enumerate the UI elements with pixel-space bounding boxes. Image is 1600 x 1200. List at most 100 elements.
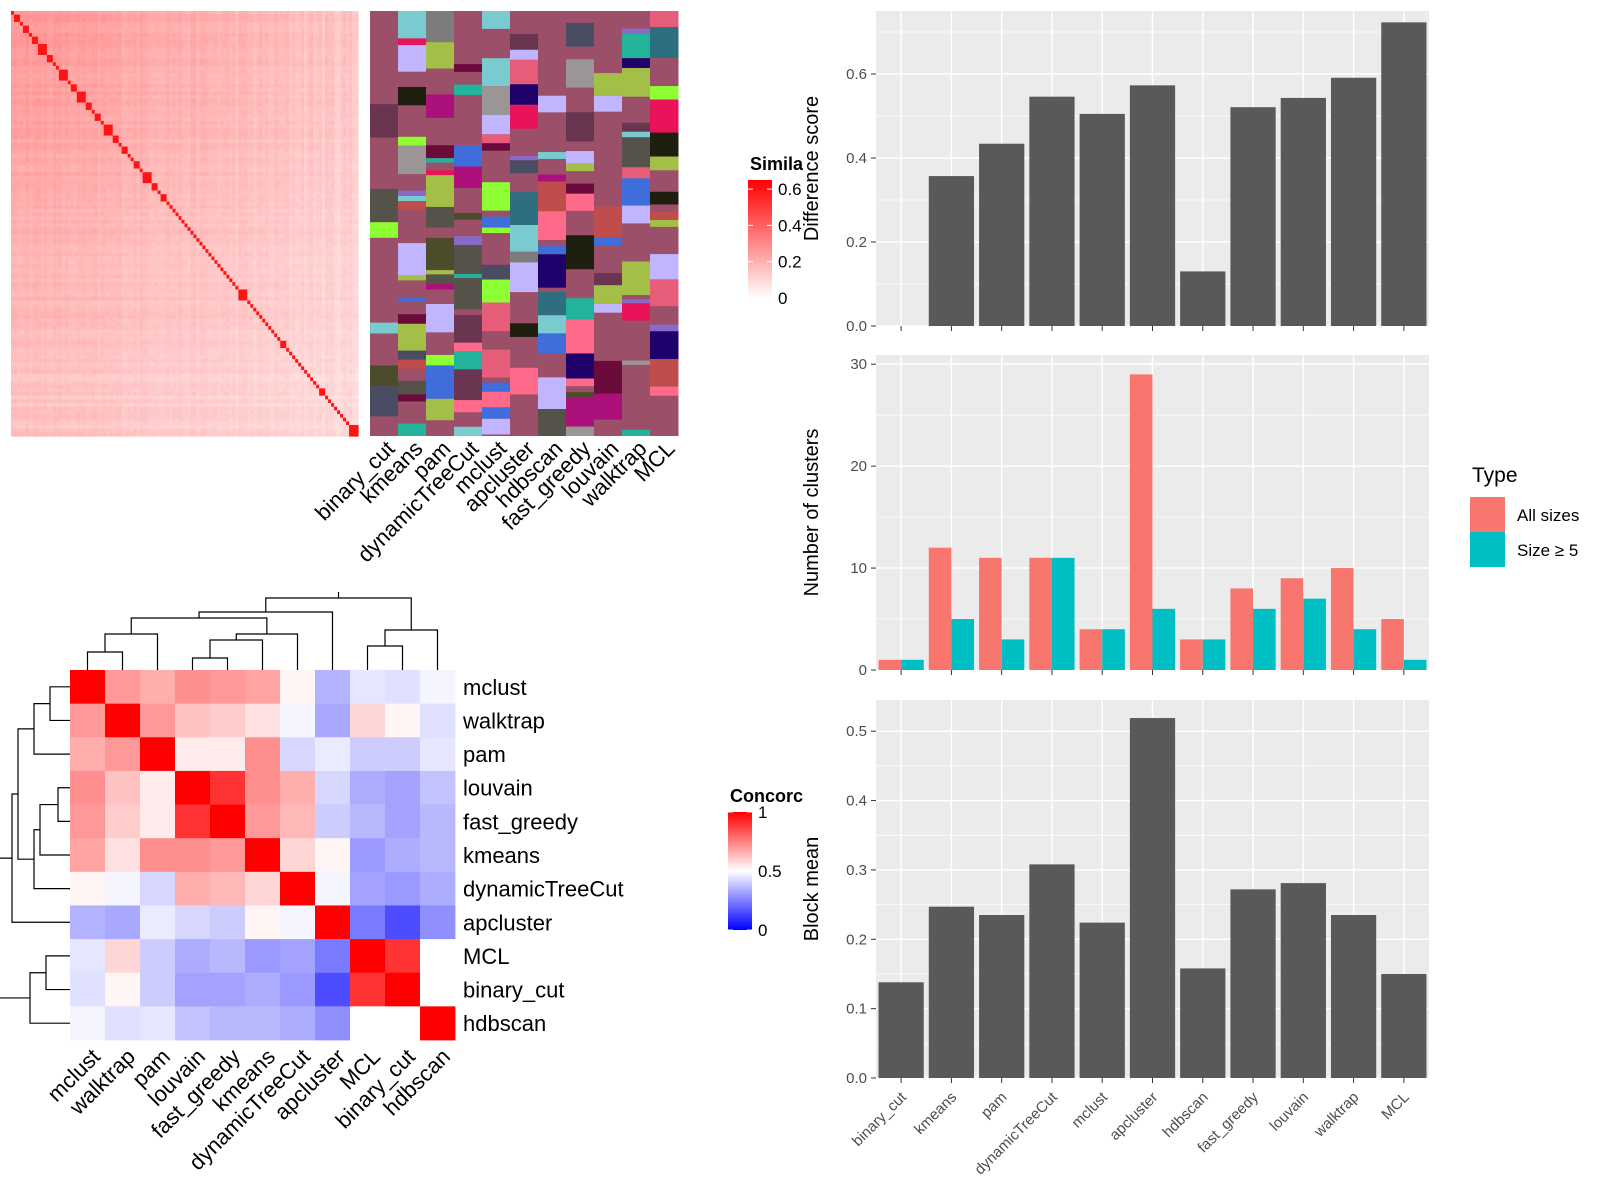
- similarity-cell: [238, 47, 242, 52]
- similarity-cell: [277, 65, 281, 71]
- similarity-cell: [259, 43, 263, 49]
- similarity-cell: [268, 91, 272, 96]
- similarity-cell: [28, 80, 33, 85]
- similarity-cell: [43, 32, 48, 38]
- similarity-cell: [346, 62, 350, 67]
- similarity-cell: [49, 73, 54, 78]
- similarity-cell: [325, 32, 329, 38]
- similarity-cell: [253, 91, 257, 96]
- similarity-cell: [124, 32, 129, 38]
- similarity-cell: [307, 102, 311, 107]
- similarity-cell: [319, 80, 323, 85]
- similarity-cell: [31, 62, 36, 67]
- similarity-cell: [163, 87, 168, 93]
- similarity-cell: [244, 25, 248, 30]
- similarity-cell: [67, 11, 72, 16]
- similarity-cell: [244, 54, 248, 60]
- similarity-cell: [67, 102, 72, 107]
- similarity-cell: [127, 87, 132, 93]
- similarity-cell: [256, 98, 260, 104]
- similarity-cell: [190, 65, 195, 71]
- similarity-cell: [199, 76, 204, 82]
- similarity-cell: [94, 84, 99, 89]
- similarity-cell: [295, 43, 299, 49]
- similarity-cell: [121, 58, 126, 63]
- similarity-cell: [124, 36, 129, 41]
- similarity-cell: [181, 87, 186, 93]
- similarity-cell: [289, 62, 293, 67]
- similarity-cell: [244, 91, 248, 96]
- similarity-cell: [79, 21, 84, 27]
- similarity-cell: [40, 69, 45, 74]
- similarity-cell: [169, 84, 174, 89]
- similarity-cell: [241, 95, 245, 100]
- similarity-cell: [241, 84, 245, 89]
- similarity-cell: [274, 98, 278, 104]
- similarity-cell: [46, 95, 51, 100]
- similarity-cell: [37, 51, 42, 56]
- similarity-cell: [268, 95, 272, 100]
- similarity-cell: [211, 84, 216, 89]
- similarity-cell: [184, 40, 189, 45]
- similarity-cell: [100, 102, 105, 107]
- similarity-cell: [172, 87, 177, 93]
- similarity-cell: [199, 58, 204, 63]
- similarity-cell: [133, 91, 138, 96]
- similarity-cell: [142, 84, 147, 89]
- similarity-cell: [19, 11, 24, 16]
- similarity-cell: [13, 98, 18, 104]
- similarity-cell: [13, 76, 18, 82]
- similarity-cell: [169, 102, 174, 107]
- similarity-cell: [244, 98, 248, 104]
- similarity-cell: [91, 58, 96, 63]
- similarity-cell: [247, 98, 251, 104]
- similarity-cell: [250, 54, 254, 60]
- similarity-cell: [145, 80, 150, 85]
- similarity-cell: [319, 40, 323, 45]
- similarity-cell: [79, 18, 84, 23]
- similarity-cell: [346, 73, 350, 78]
- similarity-cell: [121, 69, 126, 74]
- similarity-cell: [346, 29, 350, 34]
- similarity-cell: [145, 84, 150, 89]
- similarity-cell: [184, 87, 189, 93]
- similarity-cell: [106, 106, 111, 111]
- similarity-cell: [226, 84, 230, 89]
- similarity-cell: [97, 65, 102, 71]
- similarity-cell: [277, 91, 281, 96]
- similarity-cell: [262, 73, 266, 78]
- similarity-cell: [193, 73, 198, 78]
- similarity-cell: [286, 76, 290, 82]
- similarity-cell: [232, 87, 236, 93]
- similarity-cell: [262, 65, 266, 71]
- similarity-cell: [346, 102, 350, 107]
- similarity-cell: [181, 84, 186, 89]
- similarity-cell: [286, 29, 290, 34]
- similarity-cell: [199, 32, 204, 38]
- similarity-cell: [11, 69, 15, 74]
- similarity-cell: [184, 36, 189, 41]
- similarity-cell: [19, 58, 24, 63]
- similarity-cell: [256, 51, 260, 56]
- similarity-cell: [214, 73, 218, 78]
- similarity-cell: [286, 58, 290, 63]
- similarity-cell: [178, 14, 183, 19]
- similarity-cell: [106, 11, 111, 16]
- similarity-cell: [73, 80, 78, 85]
- similarity-cell: [73, 95, 78, 100]
- similarity-cell: [145, 29, 150, 34]
- similarity-cell: [118, 76, 123, 82]
- similarity-cell: [133, 58, 138, 63]
- similarity-cell: [43, 73, 48, 78]
- similarity-cell: [325, 69, 329, 74]
- similarity-cell: [103, 62, 108, 67]
- similarity-cell: [301, 43, 305, 49]
- similarity-cell: [46, 69, 51, 74]
- similarity-cell: [73, 62, 78, 67]
- similarity-cell: [91, 98, 96, 104]
- similarity-cell: [298, 58, 302, 63]
- similarity-cell: [250, 40, 254, 45]
- similarity-cell: [283, 69, 287, 74]
- similarity-cell: [28, 62, 33, 67]
- similarity-cell: [268, 51, 272, 56]
